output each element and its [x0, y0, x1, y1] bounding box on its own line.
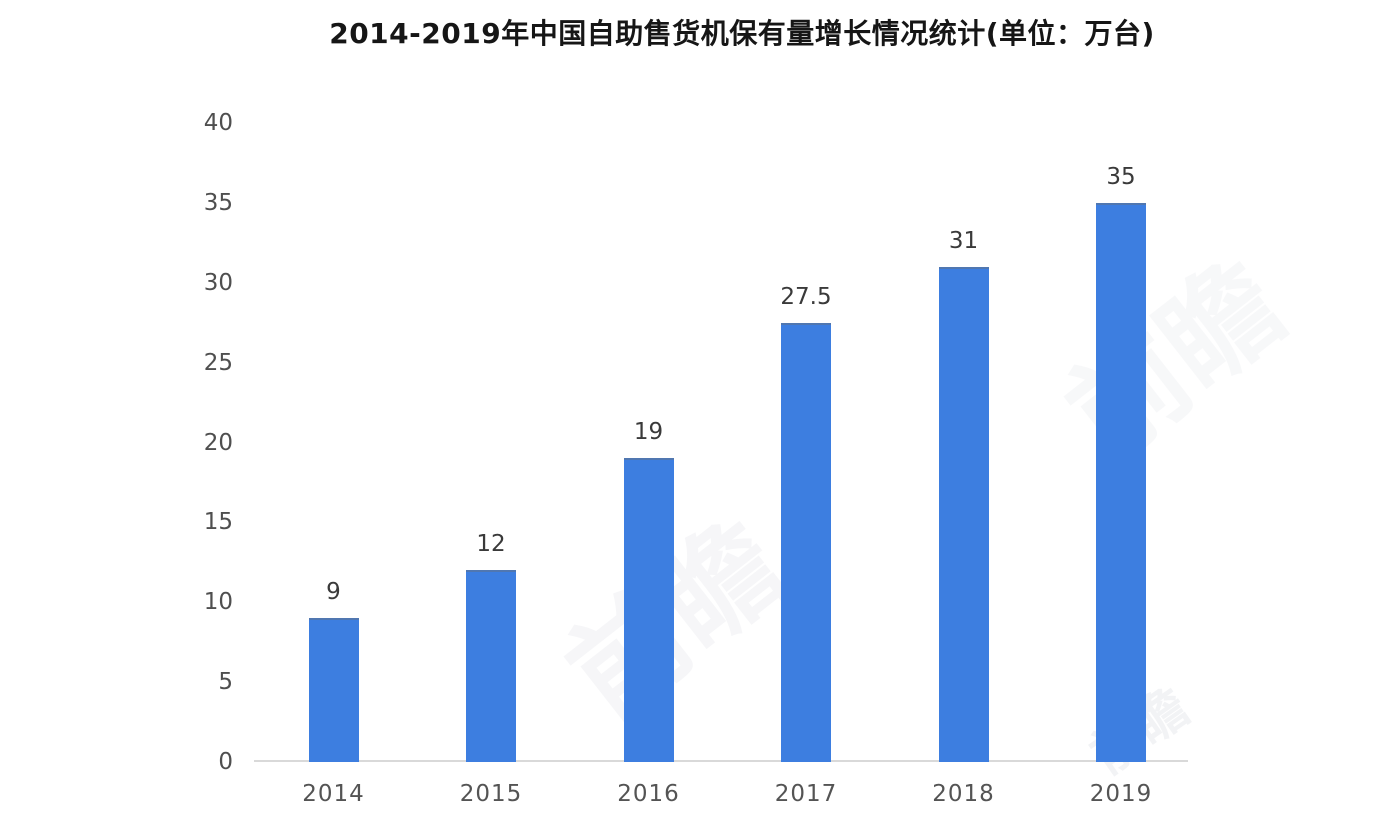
- bar-value-label: 19: [633, 419, 664, 446]
- y-tick-label: 25: [203, 349, 233, 376]
- bar-value-label: 31: [948, 227, 979, 254]
- bar: [466, 570, 516, 762]
- y-tick-label: 5: [218, 669, 233, 696]
- x-axis-line: [254, 760, 1188, 762]
- y-tick-label: 40: [203, 110, 233, 136]
- x-tick-label: 2017: [774, 781, 838, 807]
- x-tick-label: 2019: [1089, 781, 1153, 807]
- bar: [781, 322, 831, 762]
- y-tick-label: 15: [203, 509, 233, 536]
- bar-value-label: 27.5: [780, 283, 832, 310]
- x-tick-label: 2016: [617, 781, 680, 807]
- y-tick-label: 0: [218, 749, 233, 775]
- bar: [308, 618, 359, 762]
- bar-value-label: 12: [476, 531, 506, 558]
- chart-title: 2014-2019年中国自助售货机保有量增长情况统计(单位：万台): [329, 17, 1155, 50]
- y-tick-label: 35: [203, 189, 233, 216]
- x-tick-label: 2018: [932, 781, 995, 807]
- bar-value-label: 35: [1106, 163, 1136, 190]
- bar: [938, 266, 989, 762]
- y-tick-label: 30: [203, 269, 233, 296]
- x-tick-label: 2015: [459, 781, 523, 807]
- bar: [1096, 202, 1146, 762]
- y-tick-label: 20: [203, 429, 233, 456]
- bar-value-label: 9: [326, 579, 341, 606]
- x-tick-label: 2014: [302, 781, 365, 807]
- bar: [623, 458, 674, 762]
- y-tick-label: 10: [203, 589, 233, 616]
